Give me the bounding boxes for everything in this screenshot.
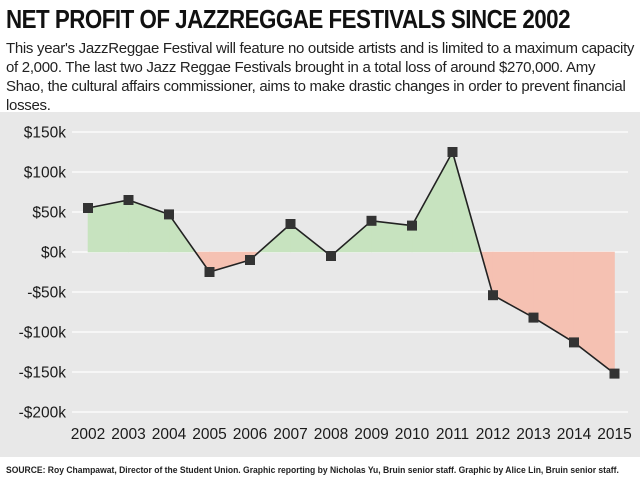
- y-tick-label: $150k: [24, 125, 66, 142]
- chart-title: NET PROFIT OF JAZZREGGAE FESTIVALS SINCE…: [6, 4, 571, 34]
- y-tick-label: -$200k: [19, 405, 67, 422]
- x-tick-label: 2007: [273, 426, 307, 443]
- x-tick-label: 2004: [152, 426, 187, 443]
- x-tick-label: 2003: [111, 426, 145, 443]
- data-point: [407, 220, 417, 231]
- chart-subtitle: This year's JazzReggae Festival will fea…: [6, 40, 635, 114]
- y-tick-label: -$50k: [27, 285, 66, 302]
- source-credit: SOURCE: Roy Champawat, Director of the S…: [6, 465, 619, 476]
- net-profit-chart: $150k $100k $50k $0k -$50k -$100k -$150k -$200k…: [19, 125, 632, 444]
- x-tick-label: 2005: [192, 426, 226, 443]
- x-tick-label: 2011: [436, 426, 469, 443]
- y-tick-label: $100k: [24, 165, 66, 182]
- positive-area: [411, 151, 453, 253]
- negative-area: [573, 251, 615, 375]
- data-point: [488, 290, 498, 301]
- series-line: [87, 151, 615, 375]
- data-point: [245, 255, 255, 265]
- data-point: [285, 219, 296, 229]
- x-tick-label: 2006: [233, 426, 267, 443]
- x-tick-label: 2013: [516, 426, 550, 443]
- y-tick-label: $0k: [41, 245, 66, 262]
- data-point: [164, 209, 174, 220]
- negative-area: [492, 251, 534, 319]
- data-point: [326, 251, 336, 261]
- data-point: [366, 215, 377, 226]
- x-tick-label: 2012: [476, 426, 510, 443]
- area-fills: [87, 151, 615, 375]
- x-tick-label: 2010: [395, 426, 430, 443]
- data-point: [528, 312, 539, 323]
- positive-area: [87, 199, 129, 253]
- data-point: [447, 147, 458, 157]
- data-markers: [83, 147, 620, 379]
- y-tick-label: -$150k: [19, 365, 67, 382]
- x-tick-label: 2015: [597, 426, 631, 443]
- data-point: [123, 195, 134, 205]
- chart-panel: $150k $100k $50k $0k -$50k -$100k -$150k -$200k…: [0, 112, 640, 457]
- data-point: [569, 337, 579, 348]
- data-point: [609, 368, 620, 379]
- y-axis: $150k $100k $50k $0k -$50k -$100k -$150k -$200k: [19, 125, 67, 422]
- y-tick-label: $50k: [32, 205, 66, 222]
- y-tick-label: -$100k: [19, 325, 67, 342]
- x-tick-label: 2008: [314, 426, 348, 443]
- x-tick-label: 2009: [354, 426, 388, 443]
- data-point: [83, 203, 93, 213]
- negative-area: [533, 251, 575, 343]
- x-tick-label: 2014: [557, 426, 592, 443]
- x-tick-label: 2002: [71, 426, 105, 443]
- x-axis: 2002 2003 2004 2005 2006 2007 2008 2009 2010 2011…: [71, 426, 632, 443]
- data-point: [204, 267, 215, 277]
